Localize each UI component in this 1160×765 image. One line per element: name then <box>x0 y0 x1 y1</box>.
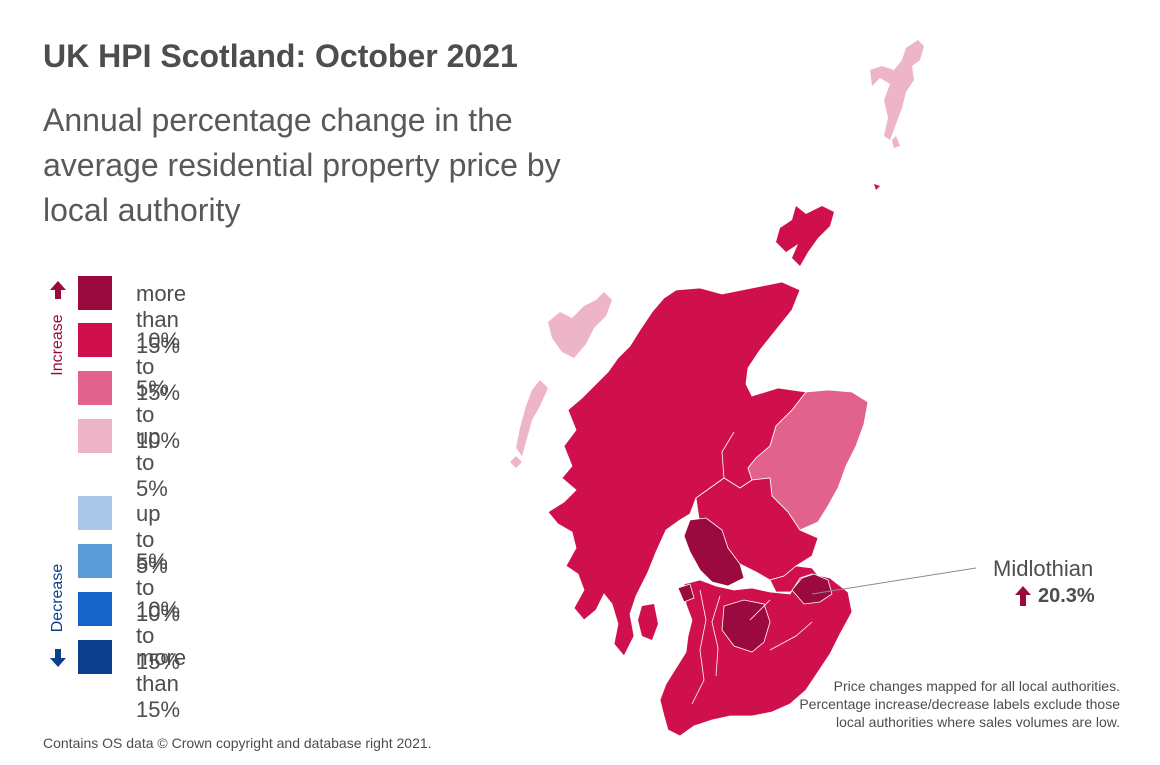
callout-value: 20.3% <box>1038 585 1095 607</box>
legend-label-dec-3: 10% to 15% <box>136 597 181 674</box>
footnote: Price changes mapped for all local autho… <box>799 678 1120 730</box>
region-highland <box>547 281 807 657</box>
legend-label-dec-1: up to 5% <box>136 501 168 578</box>
increase-arrow-icon <box>50 281 66 299</box>
region-orkney <box>776 184 880 266</box>
region-skye <box>606 466 620 486</box>
legend-swatch-inc-4 <box>78 419 112 453</box>
legend-label-inc-2: 10% to 15% <box>136 328 181 405</box>
region-arran <box>638 604 658 640</box>
legend-swatch-inc-3 <box>78 371 112 405</box>
legend-label-inc-3: 5% to 10% <box>136 376 181 453</box>
legend-label-dec-2: 5% to 10% <box>136 549 181 626</box>
legend-swatch-inc-1 <box>78 276 112 310</box>
region-inverclyde <box>677 583 695 603</box>
callout-up-arrow-icon <box>1015 586 1031 606</box>
region-mull <box>574 518 598 536</box>
region-midlothian <box>791 573 833 605</box>
legend-label-inc-4: up to 5% <box>136 424 168 501</box>
legend-label-inc-1: more than 15% <box>136 281 187 358</box>
region-central-belt <box>659 573 853 737</box>
legend-swatch-inc-2 <box>78 323 112 357</box>
region-shetland <box>870 40 924 148</box>
chart-title: UK HPI Scotland: October 2021 <box>43 38 518 74</box>
legend-swatch-dec-2 <box>78 544 112 578</box>
decrease-arrow-icon <box>50 649 66 667</box>
region-stirling <box>683 517 745 587</box>
callout-leader <box>811 567 977 595</box>
legend-swatch-dec-1 <box>78 496 112 530</box>
region-na-h-eileanan-siar <box>510 292 612 468</box>
legend-swatch-dec-3 <box>78 592 112 626</box>
legend-label-dec-4: more than 15% <box>136 645 187 722</box>
region-south-lanarkshire <box>721 599 771 653</box>
chart-subtitle: Annual percentage change in the average … <box>43 102 561 228</box>
callout-name: Midlothian <box>993 556 1094 581</box>
source-note: Contains OS data © Crown copyright and d… <box>43 735 432 751</box>
legend-swatch-dec-4 <box>78 640 112 674</box>
